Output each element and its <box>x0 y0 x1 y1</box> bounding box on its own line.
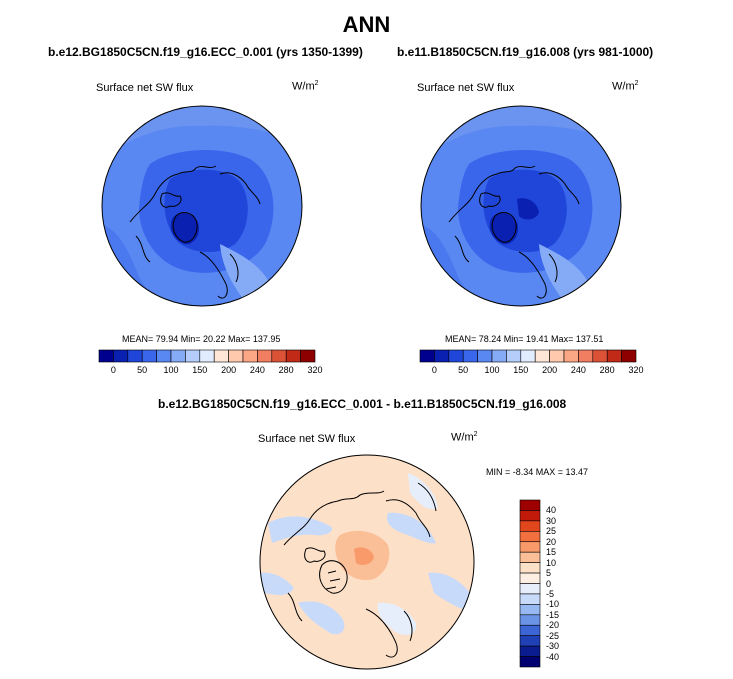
panel-2-colorbar-box <box>592 349 608 363</box>
panel-3-colorbar-box <box>519 624 541 636</box>
figure-title: ANN <box>342 12 391 37</box>
panel-3-colorbar-tick-label: -10 <box>546 599 560 610</box>
panel-1-colorbar-tick-label: 320 <box>307 365 323 375</box>
panel-3-units: W/m2 <box>451 431 478 444</box>
panel-1-colorbar-box <box>127 349 143 363</box>
panel-1-colorbar-box <box>98 349 114 363</box>
panel-2-colorbar-tick-label: 100 <box>484 365 500 375</box>
panel-1-variable-label: Surface net SW flux <box>96 82 194 94</box>
panel-2-colorbar-box <box>606 349 622 363</box>
panel-3-colorbar-box <box>519 604 541 616</box>
panel-2-colorbar-box <box>621 349 637 363</box>
panel-3-colorbar-ticks: 40 30 25 20 15 10 5 0 -5 -10 -15 -20 -25 -30 -40 <box>546 500 576 667</box>
panel-1-colorbar-box <box>271 349 287 363</box>
panel-1-colorbar-box <box>242 349 258 363</box>
panel-1-colorbar-box <box>185 349 201 363</box>
panel-2-colorbar-box <box>506 349 522 363</box>
panel-2-colorbar-tick-label: 150 <box>513 365 529 375</box>
panel-2-colorbar-box <box>549 349 565 363</box>
panel-3-colorbar-tick-label: -15 <box>546 609 560 620</box>
panel-2-colorbar-tick-label: 320 <box>628 365 644 375</box>
panel-1-colorbar-box <box>300 349 316 363</box>
panel-2-colorbar-box <box>434 349 450 363</box>
panel-3-colorbar-tick-label: -5 <box>546 588 555 599</box>
panel-2-colorbar-box <box>477 349 493 363</box>
panel-3-colorbar-box <box>519 520 541 532</box>
panel-1-colorbar-box <box>228 349 244 363</box>
panel-1-colorbar-tick-label: 0 <box>110 365 116 375</box>
panel-1-units: W/m2 <box>292 80 319 93</box>
panel-3-colorbar-tick-label: 15 <box>546 547 557 558</box>
panel-1-colorbar-box <box>257 349 273 363</box>
panel-3-colorbar-tick-label: 5 <box>546 568 552 579</box>
panel-1-colorbar <box>98 349 316 363</box>
panel-1-colorbar-tick-label: 150 <box>192 365 208 375</box>
panel-3-colorbar <box>519 499 541 668</box>
panel-2-colorbar-box <box>491 349 507 363</box>
panel-2-variable-label: Surface net SW flux <box>417 82 515 94</box>
panel-2-colorbar-box <box>520 349 536 363</box>
panel-3-colorbar-tick-label: 30 <box>546 515 557 526</box>
panel-1-stats: MEAN= 79.94 Min= 20.22 Max= 137.95 <box>122 334 281 344</box>
panel-2-colorbar-ticks: 0 50 100 150 200 240 280 320 <box>420 365 644 377</box>
panel-3-colorbar-box <box>519 656 541 668</box>
panel-3-colorbar-box <box>519 614 541 626</box>
panel-2-colorbar-box <box>578 349 594 363</box>
panel-3-colorbar-tick-label: 40 <box>546 505 557 516</box>
panel-1-colorbar-box <box>156 349 172 363</box>
panel-1-colorbar-box <box>141 349 157 363</box>
panel-1-colorbar-tick-label: 50 <box>137 365 148 375</box>
panel-1-polar-map <box>101 105 303 307</box>
panel-2-colorbar-box <box>448 349 464 363</box>
panel-2-colorbar-tick-label: 50 <box>458 365 469 375</box>
panel-1-colorbar-ticks: 0 50 100 150 200 240 280 320 <box>99 365 323 377</box>
panel-2-colorbar-tick-label: 0 <box>431 365 437 375</box>
panel-1-colorbar-box <box>199 349 215 363</box>
panel-2-colorbar-tick-label: 240 <box>570 365 586 375</box>
panel-2-colorbar-box <box>534 349 550 363</box>
panel-2-polar-map <box>420 105 622 307</box>
panel-1-case-title: b.e12.BG1850C5CN.f19_g16.ECC_0.001 (yrs … <box>48 45 363 59</box>
panel-1-colorbar-tick-label: 280 <box>278 365 294 375</box>
panel-3-colorbar-box <box>519 572 541 584</box>
panel-3-colorbar-box <box>519 562 541 574</box>
panel-3-colorbar-box <box>519 645 541 657</box>
panel-3-colorbar-box <box>519 593 541 605</box>
panel-3-colorbar-box <box>519 510 541 522</box>
panel-2-colorbar-box <box>462 349 478 363</box>
panel-3-colorbar-tick-label: 20 <box>546 536 557 547</box>
panel-3-colorbar-box <box>519 499 541 511</box>
panel-2-colorbar-tick-label: 280 <box>599 365 615 375</box>
panel-1-colorbar-tick-label: 200 <box>221 365 237 375</box>
panel-3-colorbar-tick-label: 10 <box>546 557 557 568</box>
panel-1-colorbar-box <box>113 349 129 363</box>
panel-3-colorbar-box <box>519 531 541 543</box>
panel-2-colorbar-tick-label: 200 <box>542 365 558 375</box>
panel-1-colorbar-box <box>170 349 186 363</box>
panel-2-colorbar-box <box>419 349 435 363</box>
panel-3-colorbar-box <box>519 541 541 553</box>
panel-3-colorbar-box <box>519 551 541 563</box>
panel-2-units: W/m2 <box>612 80 639 93</box>
panel-2-case-title: b.e11.B1850C5CN.f19_g16.008 (yrs 981-100… <box>397 45 654 59</box>
panel-3-stats: MIN = -8.34 MAX = 13.47 <box>486 467 589 477</box>
panel-3-colorbar-tick-label: -40 <box>546 651 560 662</box>
panel-3-variable-label: Surface net SW flux <box>258 433 356 445</box>
panel-3-colorbar-tick-label: -25 <box>546 630 560 641</box>
panel-2-colorbar-box <box>563 349 579 363</box>
panel-3-polar-map <box>259 454 475 670</box>
panel-3-colorbar-tick-label: -20 <box>546 620 560 631</box>
panel-3-colorbar-box <box>519 583 541 595</box>
panel-1-colorbar-tick-label: 100 <box>163 365 179 375</box>
panel-1-colorbar-tick-label: 240 <box>249 365 265 375</box>
panel-1-colorbar-box <box>213 349 229 363</box>
panel-1-colorbar-box <box>285 349 301 363</box>
panel-2-stats: MEAN= 78.24 Min= 19.41 Max= 137.51 <box>445 334 604 344</box>
panel-3-colorbar-tick-label: 0 <box>546 578 552 589</box>
panel-3-colorbar-tick-label: 25 <box>546 526 557 537</box>
panel-3-colorbar-tick-label: -30 <box>546 641 560 652</box>
panel-2-colorbar <box>419 349 637 363</box>
panel-3-case-title: b.e12.BG1850C5CN.f19_g16.ECC_0.001 - b.e… <box>158 397 567 411</box>
panel-3-colorbar-box <box>519 635 541 647</box>
